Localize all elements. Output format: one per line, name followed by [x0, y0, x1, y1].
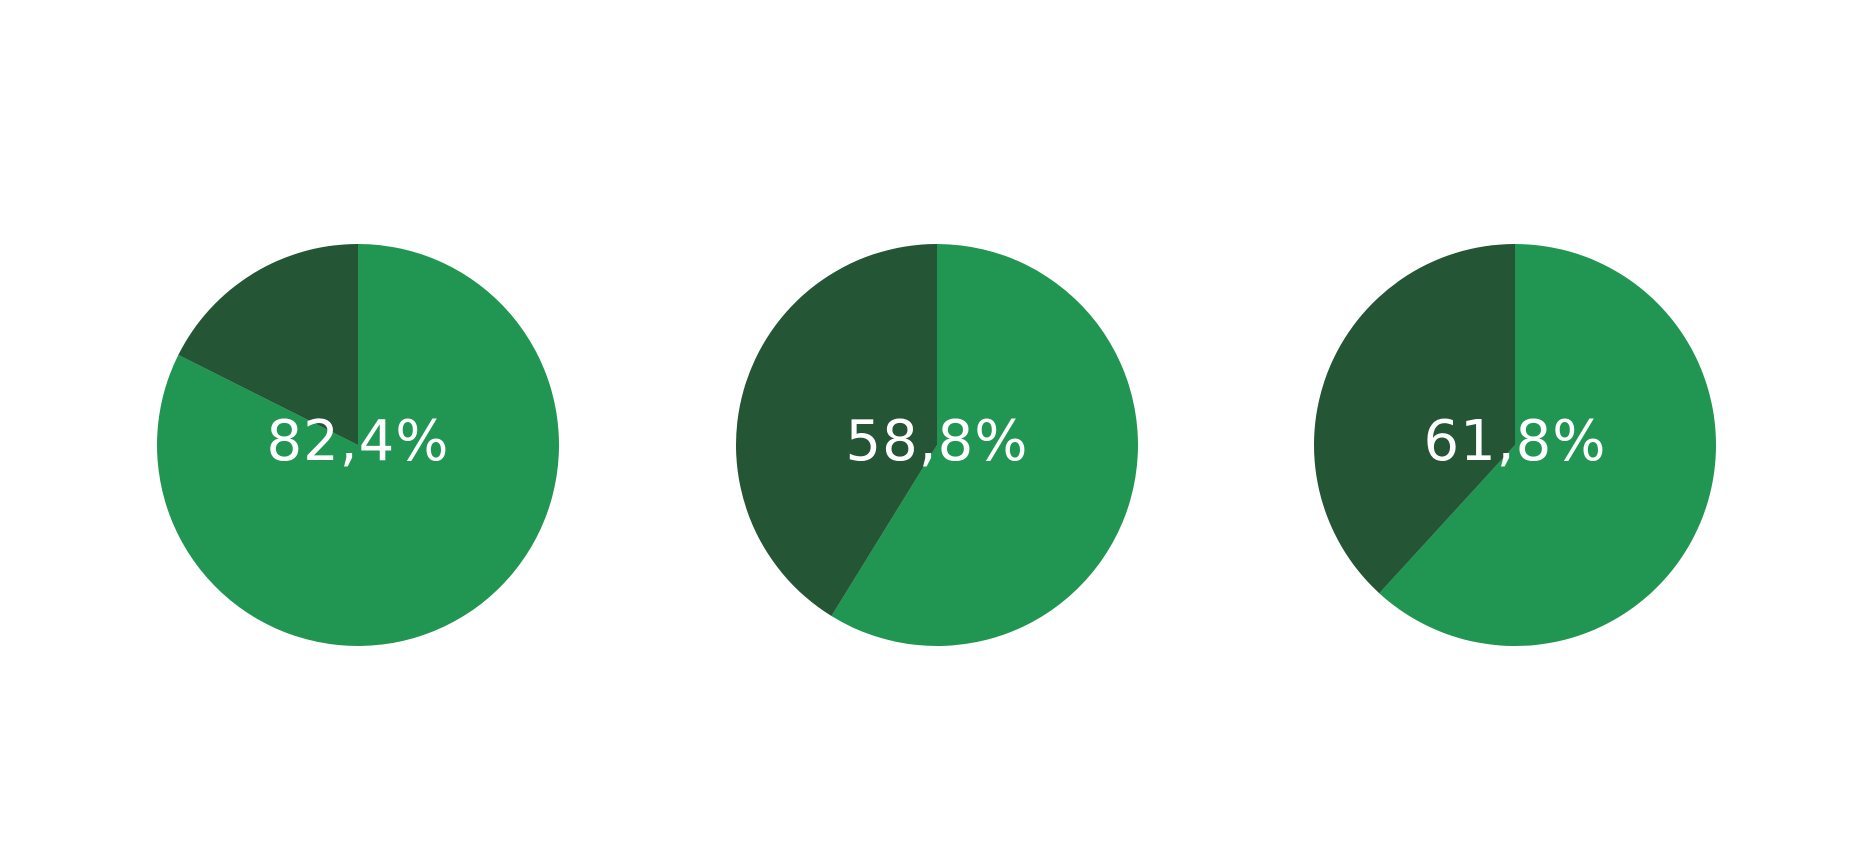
pie-2-slice-1 [831, 244, 1138, 646]
pie-1-slice-2 [178, 244, 358, 445]
pie-3-slice-2 [1314, 244, 1515, 594]
pie-chart-3: 61,8% [1314, 244, 1717, 646]
pie-2-slice-2 [736, 243, 937, 617]
pie-1-slice-1 [156, 244, 559, 646]
pie-label-3: 61,8% [1424, 409, 1607, 474]
pie-chart-2: 58,8% [736, 243, 1138, 646]
pie-chart-1: 82,4% [156, 244, 559, 646]
pie-label-2: 58,8% [846, 409, 1029, 474]
pie-3-slice-1 [1379, 244, 1717, 646]
pie-label-1: 82,4% [267, 409, 450, 474]
